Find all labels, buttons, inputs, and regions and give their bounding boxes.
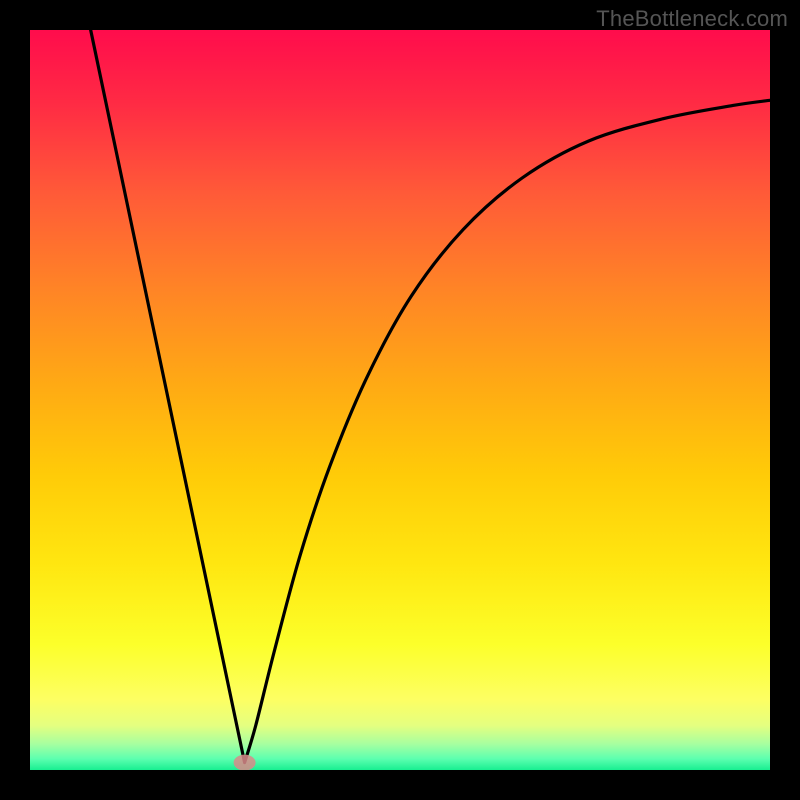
apex-marker bbox=[234, 755, 256, 770]
plot-area bbox=[30, 30, 770, 770]
bottleneck-curve bbox=[91, 30, 770, 763]
chart-frame: TheBottleneck.com bbox=[0, 0, 800, 800]
curve-layer bbox=[30, 30, 770, 770]
watermark-text: TheBottleneck.com bbox=[596, 6, 788, 32]
